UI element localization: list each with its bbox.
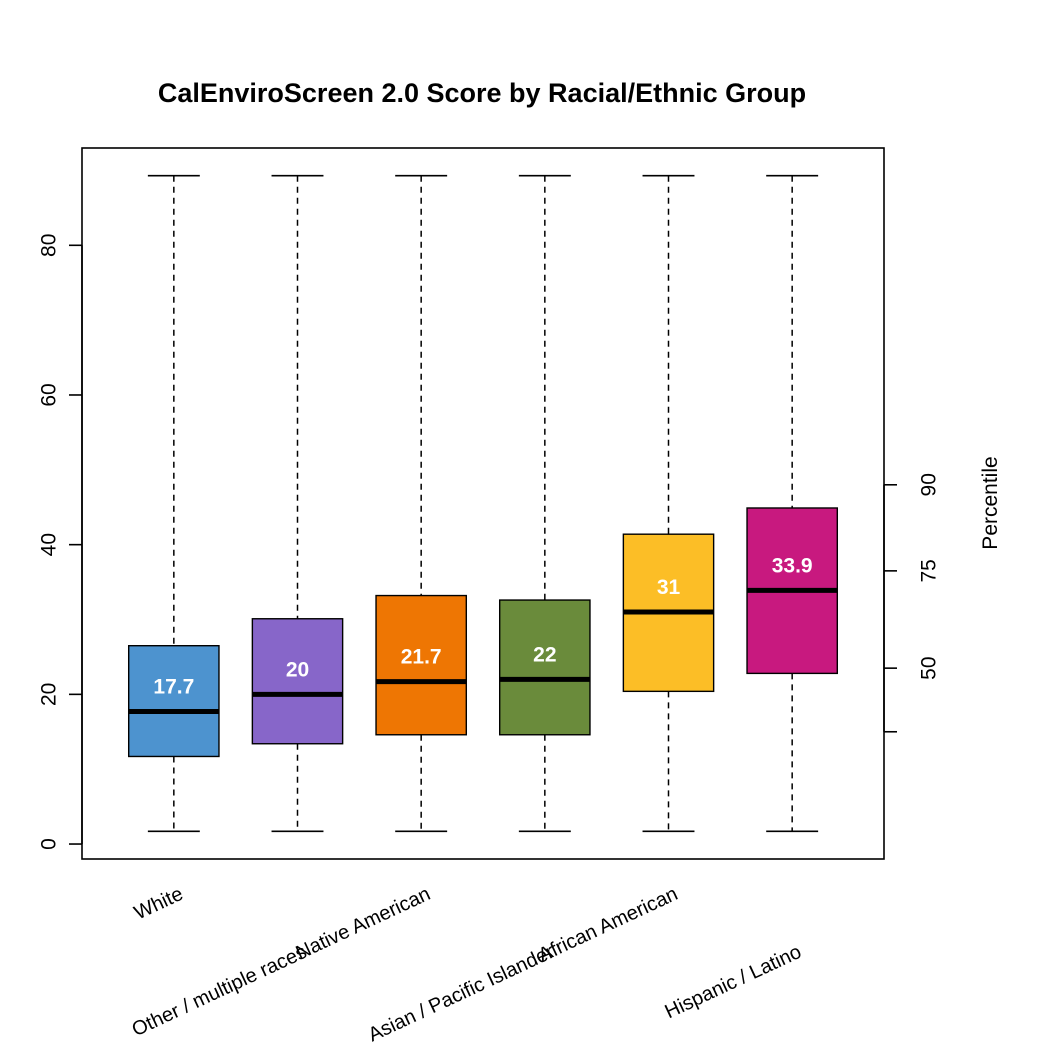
left-tick-label: 80 [37, 234, 60, 257]
right-tick-label: 50 [917, 656, 940, 679]
median-label: 17.7 [153, 676, 194, 699]
right-tick-label: 75 [917, 559, 940, 582]
median-label: 33.9 [772, 554, 813, 577]
left-tick-label: 40 [37, 533, 60, 556]
right-tick-label: 90 [917, 473, 940, 496]
box-series: 17.7 20 21.7 22 31 33.9 [127, 174, 839, 833]
category-label: Hispanic / Latino [662, 941, 805, 1023]
left-tick-label: 20 [37, 683, 60, 706]
category-label: African American [535, 883, 681, 967]
box-group: 17.7 [127, 174, 220, 833]
right-axis-title: Percentile [979, 456, 1002, 549]
left-y-axis: 0 20 40 60 80 [37, 234, 83, 850]
box-group: 31 [622, 174, 715, 833]
box-group: 21.7 [375, 174, 468, 833]
box-group: 20 [251, 174, 344, 833]
iqr-box [498, 599, 591, 736]
left-tick-label: 0 [37, 838, 60, 850]
left-tick-label: 60 [37, 383, 60, 406]
category-label: Native American [293, 883, 434, 964]
category-label: Other / multiple races [129, 941, 311, 1041]
iqr-box [127, 645, 220, 758]
iqr-box [251, 618, 344, 745]
median-label: 20 [286, 658, 309, 681]
median-label: 31 [657, 576, 681, 599]
chart-title: CalEnviroScreen 2.0 Score by Racial/Ethn… [158, 78, 806, 108]
category-label: White [131, 883, 187, 925]
median-label: 21.7 [401, 646, 442, 669]
iqr-box [375, 594, 468, 736]
box-group: 33.9 [746, 174, 839, 833]
median-label: 22 [533, 643, 556, 666]
right-percentile-axis: 50 75 90 [883, 473, 940, 733]
category-label: Asian / Pacific Islander [365, 941, 558, 1047]
box-group: 22 [498, 174, 591, 833]
